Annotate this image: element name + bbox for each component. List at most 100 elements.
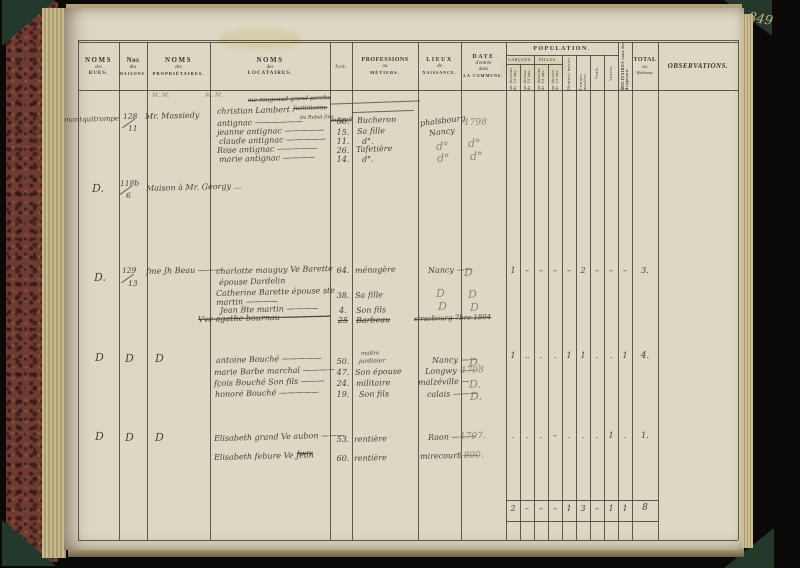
age-value: 60. [336, 454, 350, 463]
population-count: . [581, 431, 585, 440]
header-text: des [95, 65, 102, 70]
totals-value: 1 [566, 504, 572, 513]
header-text: TOTAL [633, 57, 657, 63]
entry-date-value: 1800. [457, 450, 484, 461]
profession-value: Bucheron [356, 114, 397, 125]
profession-value: d°. [361, 154, 374, 164]
header-population-group: POPULATION. [506, 42, 618, 55]
totals-rule [506, 521, 658, 522]
profession-value: Son épouse [354, 366, 402, 377]
header-text: FILLES. [539, 57, 557, 62]
header-age: ÂGE. [330, 42, 352, 90]
header-observations: OBSERVATIONS. [658, 42, 738, 90]
header-text: LOCATAIRES. [247, 71, 293, 76]
column-line [604, 55, 605, 540]
header-text: GARÇONS. [507, 57, 533, 62]
column-line [330, 42, 331, 540]
column-line [562, 55, 563, 540]
street-ditto: D. [91, 181, 105, 195]
totals-value: – [595, 504, 599, 513]
population-count: . [539, 431, 543, 440]
column-line [147, 42, 148, 540]
population-count: 1 [580, 351, 586, 360]
insert-note: du Rebel fme [299, 114, 334, 121]
header-text: dans [478, 67, 489, 72]
totals-value: 2 [510, 504, 516, 513]
header-text: LIEUX [426, 57, 453, 63]
totals-value: – [525, 504, 529, 513]
age-value: 64. [336, 266, 350, 275]
totals-rule [506, 500, 658, 501]
profession-value: rentière [353, 453, 387, 463]
owner-name: Mr. Massiedy [144, 110, 200, 121]
header-text: ou [382, 64, 388, 69]
page-stack-edge-top [66, 4, 742, 9]
age-value: 60. [336, 117, 350, 126]
header-femmes-mariees: Femmes mariées. [578, 72, 587, 90]
population-count: .. [524, 351, 530, 360]
population-count: – [567, 266, 571, 275]
margin-note: M. M. [204, 91, 224, 99]
population-count: 1 [566, 351, 572, 360]
profession-value: Son fils [355, 305, 387, 315]
ditto-mark: D. [469, 389, 483, 403]
house-number: 6 [125, 190, 131, 200]
row-total: 4. [640, 351, 650, 361]
population-count: . [539, 351, 543, 360]
header-veuves: Veuves. [608, 64, 613, 81]
totals-value: 3 [580, 504, 586, 513]
population-count: . [623, 431, 627, 440]
column-line [506, 42, 507, 540]
header-text: ÂGE. [334, 63, 348, 69]
totals-value: 1 [622, 504, 628, 513]
header-noms-proprietaires: NOMS des PROPRIÉTAIRES. [147, 42, 210, 90]
population-count: . [553, 351, 557, 360]
house-number: 129 [121, 265, 137, 275]
struck-profession-value: Barbeau [355, 315, 391, 325]
entry-date-value: 1798 [463, 117, 488, 128]
header-text: NOMS [85, 56, 112, 64]
column-line [618, 42, 619, 540]
table-line [78, 42, 738, 43]
column-line [632, 42, 633, 540]
header-text: NOMS [256, 56, 284, 64]
header-date-entree: DATE d'entrée dans LA COMMUNE. [461, 42, 506, 90]
table-line [78, 90, 738, 91]
population-count: . [511, 431, 515, 440]
grand-total-value: 8 [642, 503, 648, 513]
margin-note: M. M. [151, 91, 171, 99]
header-text: MÉTIERS. [370, 70, 400, 75]
header-text: LA COMMUNE. [463, 73, 504, 78]
column-line [658, 42, 659, 540]
header-text: PROPRIÉTAIRES. [152, 71, 205, 76]
header-text: OBSERVATIONS. [667, 62, 729, 70]
age-value: 53. [336, 435, 350, 444]
struck-word: fevry [296, 449, 313, 457]
house-number: 11 [127, 123, 138, 133]
header-text: de [437, 64, 442, 69]
population-count: . [525, 431, 529, 440]
profession-value: militaire [355, 378, 391, 388]
profession-value: maître [360, 350, 380, 357]
population-count: . [609, 351, 613, 360]
header-garcons: GARÇONS. [506, 55, 534, 64]
population-count: – [525, 266, 529, 275]
header-veufs: Veufs. [594, 65, 599, 80]
age-value: 14. [336, 155, 350, 164]
street-ditto: D [94, 429, 104, 443]
column-line [210, 42, 211, 540]
house-number-ditto: D [124, 430, 134, 444]
header-text: RUES. [88, 71, 109, 76]
ditto-mark: d° [469, 149, 483, 163]
header-filles-moins-14: au-dessous de 14 ans. [536, 67, 545, 90]
population-count: – [609, 266, 613, 275]
header-filles: FILLES. [534, 55, 562, 64]
profession-value: jardinier [358, 357, 386, 365]
page-stack-edge-left [42, 8, 66, 558]
header-text: des [129, 65, 137, 70]
header-text: DATE [472, 54, 495, 60]
population-count: – [553, 266, 557, 275]
street-ditto: D [94, 350, 104, 364]
age-value: 15. [336, 128, 350, 137]
